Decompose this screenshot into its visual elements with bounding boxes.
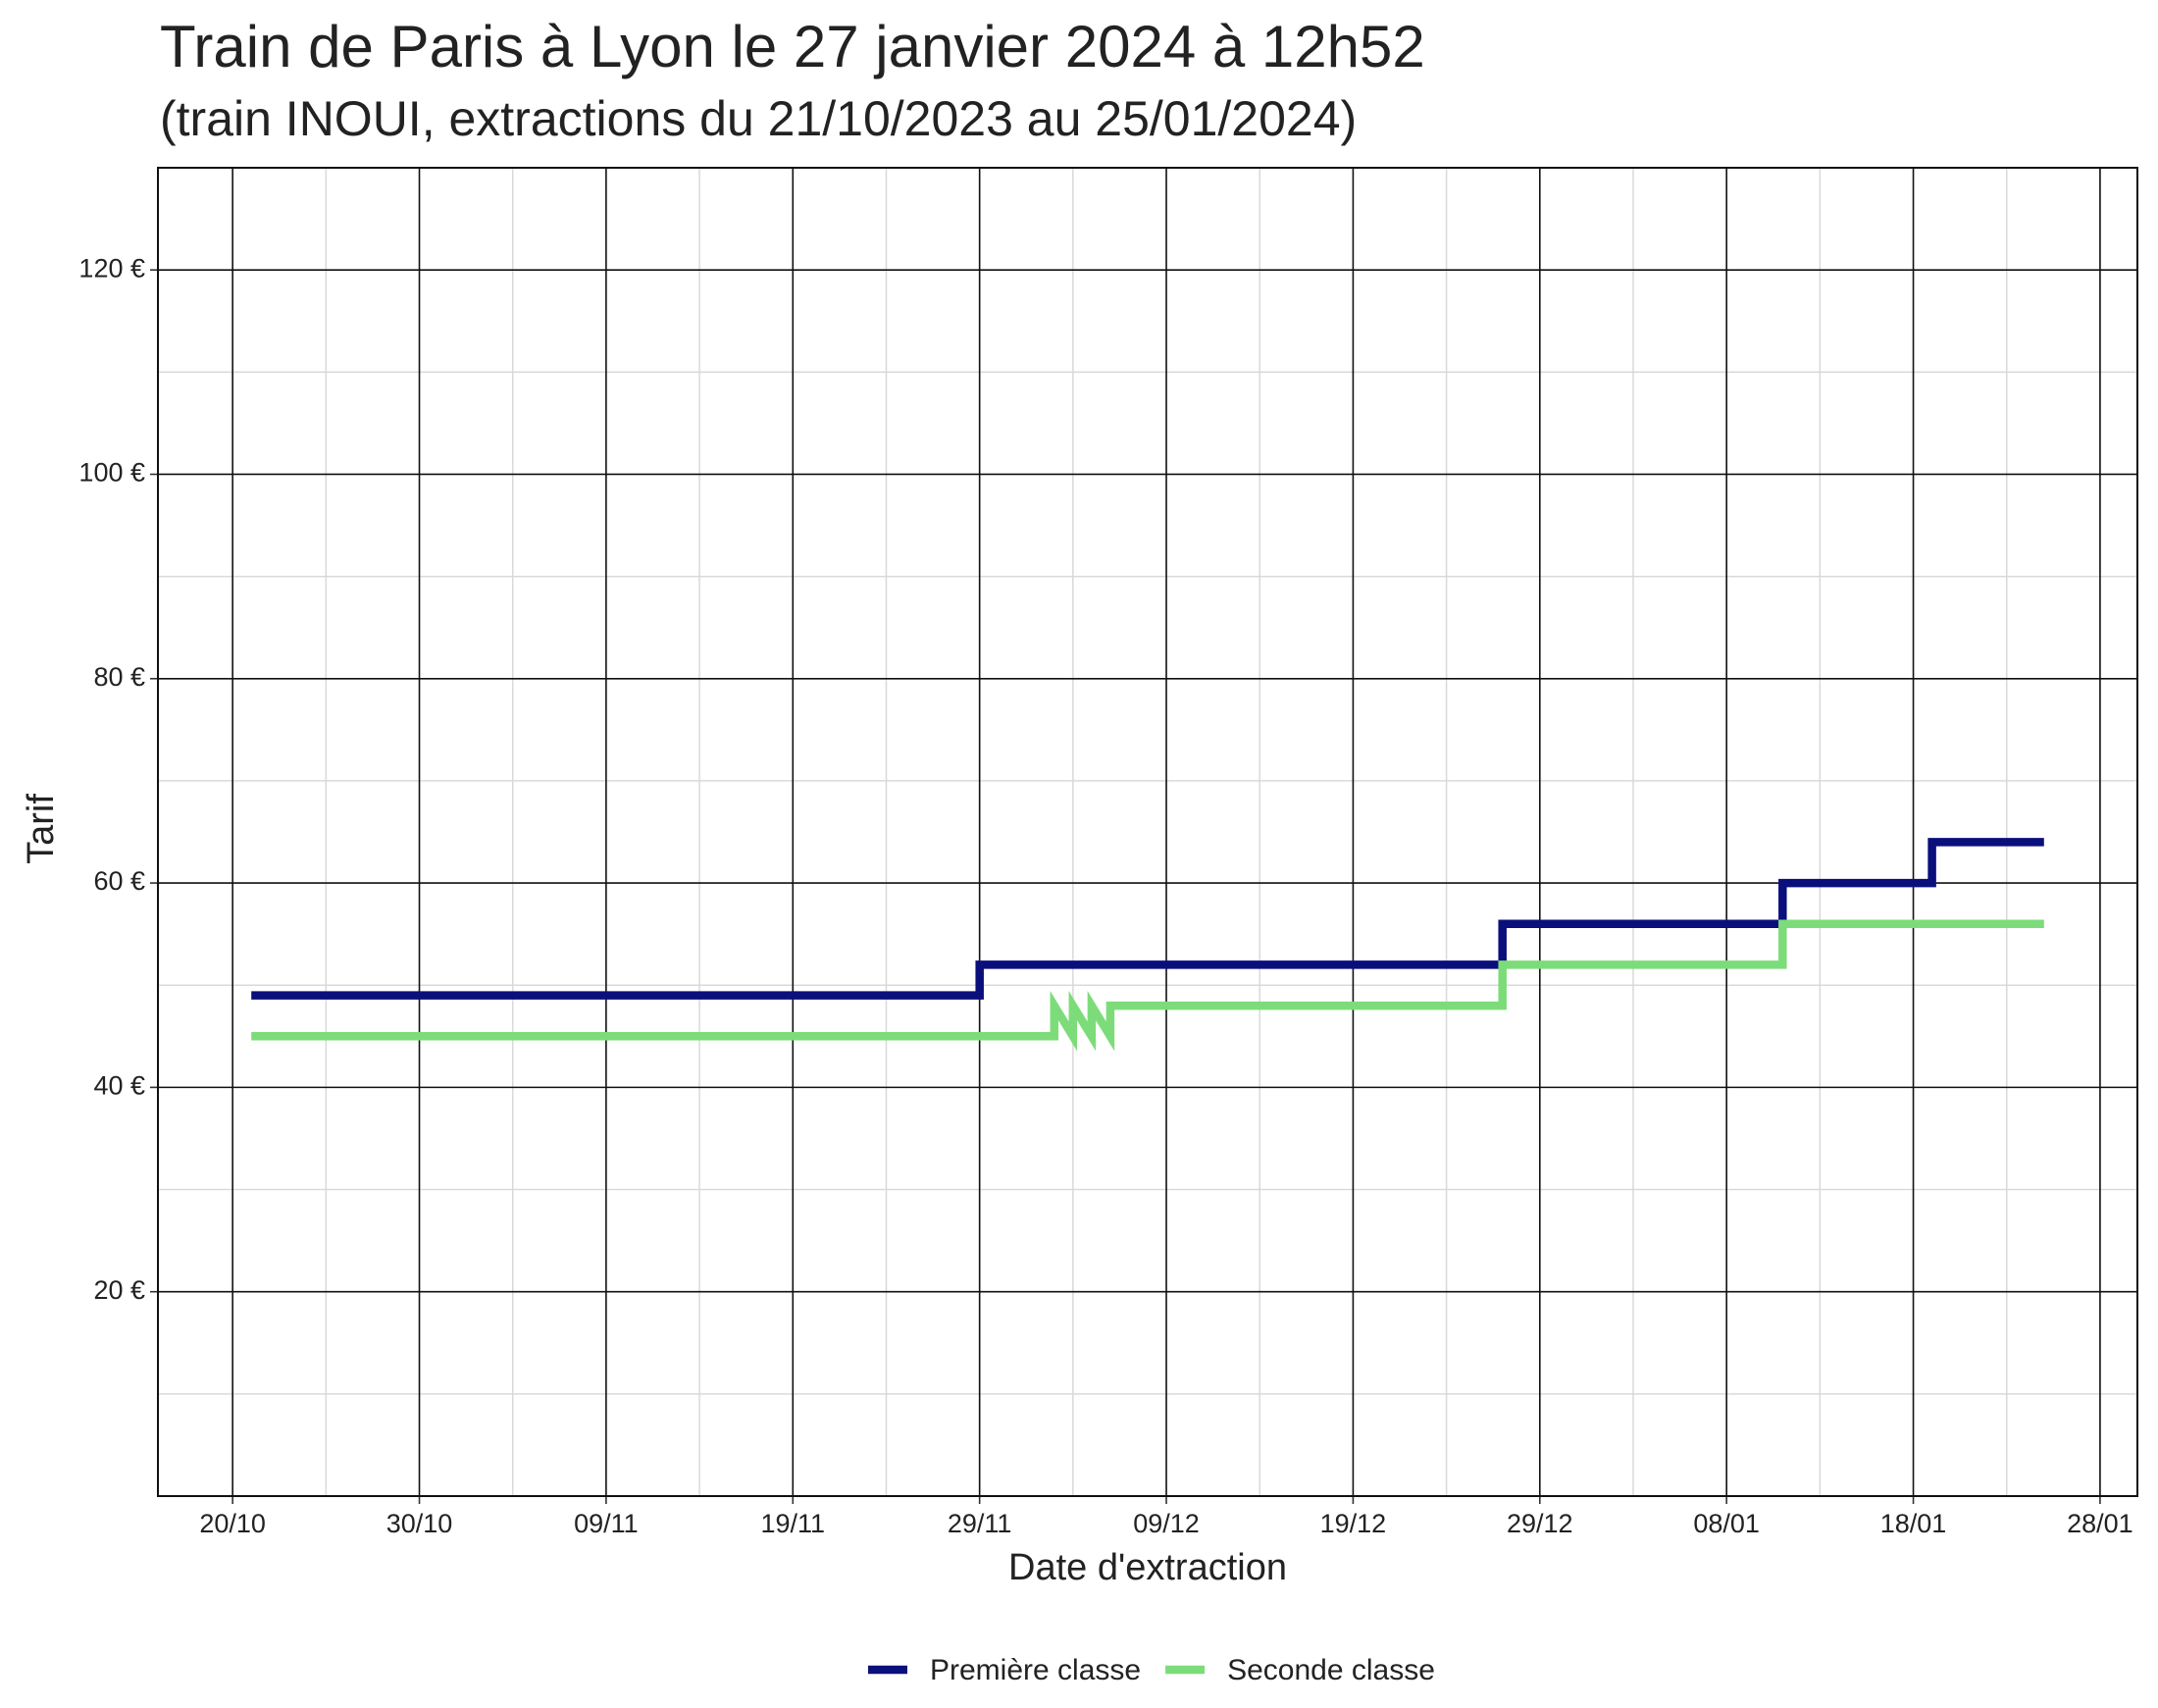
y-tick-label: 100 € (78, 458, 145, 488)
x-tick-label: 29/12 (1507, 1509, 1573, 1538)
legend-label: Première classe (930, 1654, 1141, 1686)
chart-title: Train de Paris à Lyon le 27 janvier 2024… (160, 14, 1425, 79)
x-tick-label: 19/12 (1320, 1509, 1387, 1538)
y-tick-label: 80 € (93, 662, 145, 692)
y-axis-title: Tarif (21, 794, 62, 864)
legend-label: Seconde classe (1227, 1654, 1435, 1686)
chart-subtitle: (train INOUI, extractions du 21/10/2023 … (160, 91, 1357, 146)
y-tick-label: 20 € (93, 1275, 145, 1305)
x-tick-label: 19/11 (761, 1509, 826, 1538)
y-tick-label: 60 € (93, 866, 145, 896)
series-line (251, 919, 2044, 1052)
x-tick-label: 09/12 (1133, 1509, 1200, 1538)
x-tick-label: 08/01 (1693, 1509, 1760, 1538)
y-tick-label: 120 € (78, 253, 145, 283)
x-tick-label: 30/10 (386, 1509, 453, 1538)
x-tick-label: 20/10 (199, 1509, 266, 1538)
y-tick-label: 40 € (93, 1071, 145, 1101)
x-tick-label: 18/01 (1880, 1509, 1947, 1538)
plot-border (157, 167, 2138, 1497)
x-tick-label: 29/11 (948, 1509, 1012, 1538)
x-tick-label: 28/01 (2067, 1509, 2133, 1538)
series-line (251, 838, 2044, 1000)
x-tick-label: 09/11 (574, 1509, 639, 1538)
plot-background (158, 168, 2137, 1496)
x-axis-title: Date d'extraction (1008, 1547, 1287, 1588)
